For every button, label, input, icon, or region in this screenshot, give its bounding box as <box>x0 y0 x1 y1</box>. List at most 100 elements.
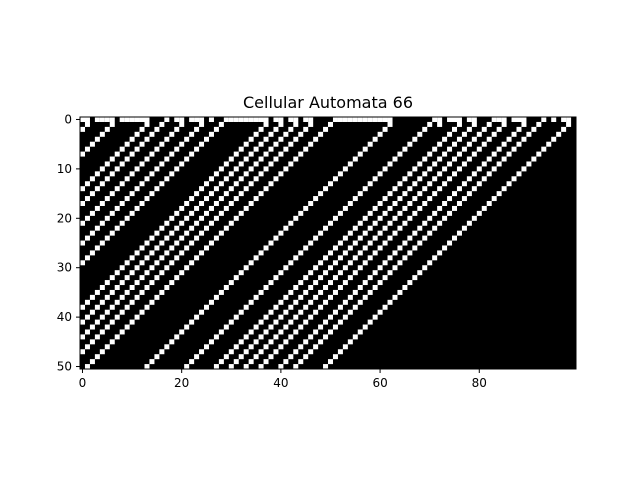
heatmap-cell <box>298 359 304 365</box>
heatmap-cell <box>372 285 378 290</box>
heatmap-cell <box>99 299 105 305</box>
heatmap-cell <box>387 235 393 241</box>
heatmap-cell <box>109 275 115 281</box>
heatmap-cell <box>273 349 279 355</box>
heatmap-cell <box>332 245 338 251</box>
heatmap-cell <box>422 201 428 206</box>
heatmap-cell <box>134 280 140 286</box>
heatmap-cell <box>407 215 413 221</box>
heatmap-cell <box>397 151 403 157</box>
heatmap-cell <box>298 250 304 256</box>
heatmap-cell <box>357 235 363 241</box>
heatmap-cell <box>243 304 249 310</box>
heatmap-cell <box>442 215 448 221</box>
heatmap-cell <box>89 141 95 147</box>
heatmap-cell <box>263 314 269 320</box>
heatmap-cell <box>432 161 438 167</box>
heatmap-cell <box>124 304 130 310</box>
heatmap-cell <box>456 151 462 157</box>
heatmap-cell <box>80 201 86 206</box>
heatmap-cell <box>238 270 244 276</box>
heatmap-cell <box>189 117 195 122</box>
heatmap-cell <box>491 131 497 137</box>
heatmap-cell <box>367 181 373 187</box>
heatmap-cell <box>258 364 264 370</box>
heatmap-cell <box>352 334 358 340</box>
heatmap-cell <box>253 131 259 137</box>
heatmap-cell <box>258 349 264 355</box>
heatmap-cell <box>332 117 338 122</box>
heatmap-cell <box>179 161 185 167</box>
heatmap-cell <box>228 201 234 206</box>
heatmap-cell <box>273 117 279 122</box>
heatmap-cell <box>387 161 393 167</box>
heatmap-cell <box>189 210 195 216</box>
heatmap-cell <box>496 117 502 122</box>
heatmap-cell <box>452 126 458 132</box>
heatmap-cell <box>387 299 393 305</box>
heatmap-cell <box>283 131 289 137</box>
heatmap-cell <box>179 235 185 241</box>
heatmap-cell <box>104 294 110 300</box>
heatmap-cell <box>332 289 338 295</box>
heatmap-cell <box>456 186 462 192</box>
heatmap-cell <box>377 215 383 221</box>
heatmap-cell <box>387 220 393 226</box>
heatmap-cell <box>263 329 269 335</box>
heatmap-cell <box>352 304 358 310</box>
heatmap-cell <box>357 285 363 290</box>
heatmap-cell <box>293 136 299 142</box>
heatmap-cell <box>218 210 224 216</box>
heatmap-cell <box>412 230 418 236</box>
heatmap-cell <box>144 196 150 202</box>
heatmap-cell <box>189 359 195 365</box>
heatmap-cell <box>342 250 348 256</box>
heatmap-cell <box>476 181 482 187</box>
heatmap-cell <box>471 151 477 157</box>
heatmap-cell <box>397 260 403 266</box>
heatmap-cell <box>447 210 453 216</box>
heatmap-cell <box>233 344 239 350</box>
heatmap-cell <box>213 186 219 192</box>
heatmap-cell <box>367 225 373 231</box>
heatmap-cell <box>263 121 269 127</box>
heatmap-cell <box>412 210 418 216</box>
heatmap-cell <box>337 319 343 325</box>
heatmap-cell <box>303 304 309 310</box>
heatmap-cell <box>174 117 180 122</box>
heatmap-cell <box>461 196 467 202</box>
heatmap-cell <box>169 131 175 137</box>
heatmap-cell <box>347 309 353 315</box>
heatmap-cell <box>89 230 95 236</box>
heatmap-cell <box>223 324 229 330</box>
heatmap-cell <box>352 240 358 246</box>
heatmap-cell <box>179 205 185 211</box>
heatmap-cell <box>323 319 329 325</box>
heatmap-cell <box>323 285 329 290</box>
heatmap-cell <box>293 329 299 335</box>
heatmap-cell <box>238 354 244 360</box>
heatmap-cell <box>253 354 259 360</box>
heatmap-cell <box>407 186 413 192</box>
heatmap-cell <box>298 131 304 137</box>
heatmap-cell <box>298 210 304 216</box>
heatmap-cell <box>84 196 90 202</box>
y-tick-label: 0 <box>64 112 72 126</box>
heatmap-cell <box>124 117 130 122</box>
heatmap-cell <box>308 285 314 290</box>
heatmap-cell <box>144 176 150 182</box>
heatmap-cell <box>382 126 388 132</box>
heatmap-cell <box>139 245 145 251</box>
heatmap-cell <box>208 299 214 305</box>
heatmap-cell <box>248 201 254 206</box>
heatmap-cell <box>347 245 353 251</box>
heatmap-cell <box>347 294 353 300</box>
heatmap-cell <box>144 136 150 142</box>
heatmap-cell <box>159 141 165 147</box>
heatmap-cell <box>531 126 537 132</box>
heatmap-cell <box>541 146 547 152</box>
heatmap-cell <box>94 245 100 251</box>
heatmap-cell <box>422 235 428 241</box>
heatmap-cell <box>303 275 309 281</box>
heatmap-cell <box>199 309 205 315</box>
